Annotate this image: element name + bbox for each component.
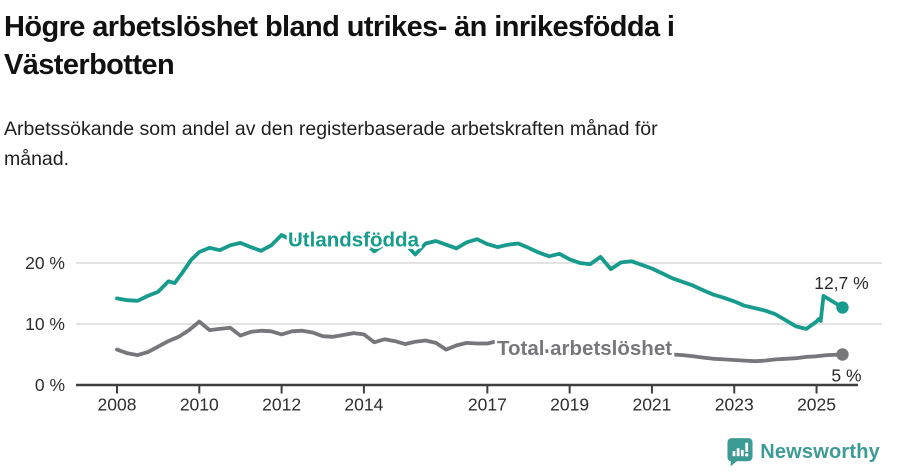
- exclamation-dot: [745, 453, 749, 457]
- exclamation-stem: [745, 442, 749, 452]
- x-tick-label: 2017: [468, 395, 507, 415]
- x-tick-label: 2014: [344, 395, 383, 415]
- x-tick-label: 2012: [262, 395, 301, 415]
- chart-subtitle-line2: månad.: [4, 148, 70, 170]
- speech-bubble-shape: [727, 438, 753, 467]
- series-line-utlandsfodda: [115, 233, 845, 331]
- x-tick-label: 2025: [797, 395, 836, 415]
- brand-name: Newsworthy: [760, 440, 880, 463]
- x-tick-label: 2021: [632, 395, 671, 415]
- series-label-total: Total arbetslöshet: [497, 337, 672, 360]
- series-dot-utlandsfodda: [836, 301, 849, 314]
- y-tick-label: 0 %: [35, 375, 65, 395]
- page-title-line1: Högre arbetslöshet bland utrikes- än inr…: [4, 11, 675, 43]
- bar-1: [732, 451, 736, 457]
- x-tick-label: 2010: [180, 395, 219, 415]
- end-value-label-utlandsfodda: 12,7 %: [814, 273, 868, 293]
- end-value-label-total: 5 %: [831, 366, 861, 386]
- x-tick-label: 2019: [550, 395, 589, 415]
- y-tick-label: 20 %: [25, 253, 65, 273]
- chart-subtitle-line1: Arbetssökande som andel av den registerb…: [4, 118, 658, 140]
- series-label-utlandsfodda: Utlandsfödda: [288, 229, 420, 252]
- series-dot-total: [836, 348, 849, 361]
- newsworthy-icon: [727, 438, 753, 467]
- series-line-total: [115, 319, 845, 364]
- x-tick-label: 2008: [98, 395, 137, 415]
- page-title-line2: Västerbotten: [4, 49, 175, 81]
- bar-3: [741, 450, 744, 457]
- bar-2: [736, 448, 740, 457]
- newsworthy-logo[interactable]: Newsworthy: [727, 437, 880, 467]
- page-title: Högre arbetslöshet bland utrikes- än inr…: [4, 8, 896, 84]
- y-tick-label: 10 %: [25, 314, 65, 334]
- x-tick-label: 2023: [715, 395, 754, 415]
- chart-subtitle: Arbetssökande som andel av den registerb…: [4, 114, 896, 174]
